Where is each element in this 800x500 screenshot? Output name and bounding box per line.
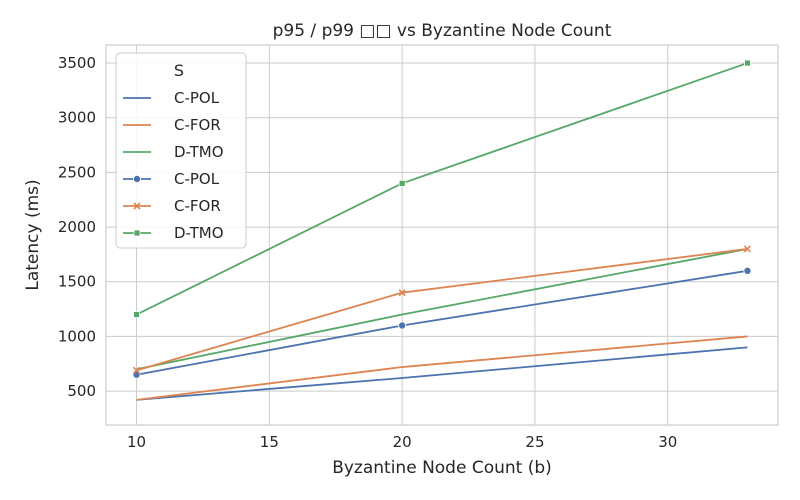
plot-frame <box>105 44 779 426</box>
data-point <box>398 179 406 187</box>
y-axis-title: Latency (ms) <box>23 179 43 290</box>
x-axis-title: Byzantine Node Count (b) <box>332 458 552 478</box>
legend-item: D-TMO <box>123 143 224 161</box>
data-point <box>398 289 406 297</box>
series-line <box>136 248 748 371</box>
legend-label: C-POL <box>174 170 220 188</box>
x-tick-label: 20 <box>393 433 412 451</box>
x-tick-label: 15 <box>260 433 279 451</box>
y-tick-label: 3500 <box>58 54 96 72</box>
legend-label: C-FOR <box>174 197 221 215</box>
series-d-tmo-markers <box>133 59 751 318</box>
series-line <box>136 335 748 401</box>
x-tick-label: 30 <box>658 433 677 451</box>
data-point <box>743 266 752 275</box>
legend-items: C-POL C-FOR D-TMO C-POL C-FOR D-TMO <box>123 89 224 242</box>
legend-label: D-TMO <box>174 143 224 161</box>
data-point <box>743 245 752 253</box>
series-layer <box>132 59 752 401</box>
data-point <box>398 321 407 330</box>
data-point <box>132 366 141 374</box>
y-tick-label: 1000 <box>58 327 96 345</box>
chart-title: p95 / p99 □□ vs Byzantine Node Count <box>273 21 612 41</box>
legend-box <box>115 52 247 249</box>
legend-label: D-TMO <box>174 224 224 242</box>
series-d-tmo-line <box>136 248 748 371</box>
y-tick-label: 2000 <box>58 218 96 236</box>
legend-item: C-FOR <box>123 116 221 134</box>
series-c-for-markers <box>132 245 752 374</box>
tick-labels: 10 15 20 25 30 500 1000 1500 2000 2500 3000 3500 <box>58 54 678 451</box>
y-tick-label: 2500 <box>58 163 96 181</box>
y-tick-label: 1500 <box>58 273 96 291</box>
legend: S C-POL C-FOR D-TMO C-POL C-FOR D-TMO <box>115 52 247 249</box>
legend-item: C-POL <box>123 89 220 107</box>
y-tick-label: 500 <box>67 382 96 400</box>
y-tick-label: 3000 <box>58 109 96 127</box>
data-point <box>744 59 751 67</box>
legend-title: S <box>174 61 184 80</box>
legend-item: C-FOR <box>123 197 221 215</box>
legend-item: C-POL <box>123 170 220 188</box>
series-line <box>136 346 748 401</box>
legend-marker <box>132 174 141 183</box>
legend-label: C-FOR <box>174 116 221 134</box>
legend-label: C-POL <box>174 89 220 107</box>
x-tick-label: 25 <box>525 433 544 451</box>
x-tick-label: 10 <box>127 433 146 451</box>
data-point <box>133 311 140 318</box>
series-c-pol-line <box>136 346 748 401</box>
legend-marker <box>133 202 141 210</box>
legend-marker <box>133 229 141 237</box>
legend-item: D-TMO <box>123 224 224 242</box>
series-c-for-line <box>136 335 748 401</box>
